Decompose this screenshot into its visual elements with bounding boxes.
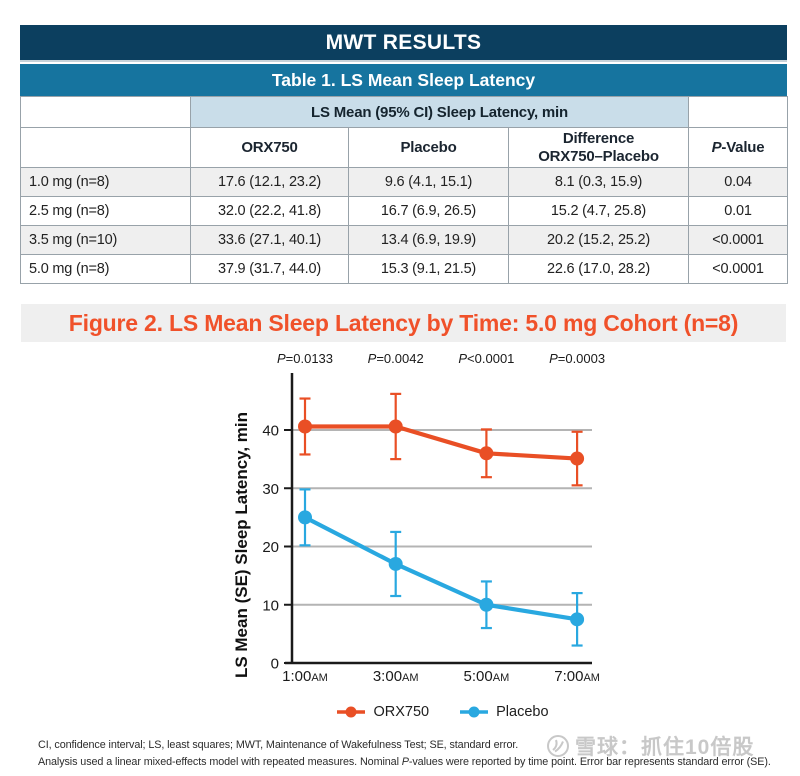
table-cell: 22.6 (17.0, 28.2) [508, 254, 689, 284]
svg-text:30: 30 [262, 481, 279, 498]
footnotes: CI, confidence interval; LS, least squar… [38, 737, 783, 770]
header-banner: MWT RESULTS [20, 25, 787, 62]
svg-text:P<0.0001: P<0.0001 [458, 351, 514, 366]
svg-text:20: 20 [262, 539, 279, 556]
svg-text:1:00AM: 1:00AM [282, 668, 328, 685]
footnote-line2: Analysis used a linear mixed-effects mod… [38, 755, 771, 768]
table-cell: 20.2 (15.2, 25.2) [508, 225, 689, 255]
sleep-latency-line-chart: 0 10 20 30 40 LS Mean (SE) Sleep Latency, min… [232, 351, 605, 685]
svg-text:LS Mean (SE) Sleep Latency, mi: LS Mean (SE) Sleep Latency, min [232, 412, 251, 678]
table-cell: 15.3 (9.1, 21.5) [348, 254, 509, 284]
legend-line-marker-icon [337, 706, 366, 718]
table-row: 1.0 mg (n=8) 17.6 (12.1, 23.2) 9.6 (4.1, 1… [20, 167, 788, 197]
table-body: 1.0 mg (n=8) 17.6 (12.1, 23.2) 9.6 (4.1, 1… [20, 167, 788, 284]
legend-label: Placebo [496, 704, 549, 720]
table-cell: 15.2 (4.7, 25.8) [508, 196, 689, 226]
figure-title-bar: Figure 2. LS Mean Sleep Latency by Time:… [21, 304, 786, 342]
svg-text:P=0.0003: P=0.0003 [549, 351, 605, 366]
svg-text:5:00AM: 5:00AM [464, 668, 510, 685]
column-header-pvalue: P-Value [688, 127, 788, 168]
table-cell: 16.7 (6.9, 26.5) [348, 196, 509, 226]
svg-text:P=0.0042: P=0.0042 [368, 351, 424, 366]
table-cell: 8.1 (0.3, 15.9) [508, 167, 689, 197]
empty-cell [688, 96, 788, 128]
svg-text:40: 40 [262, 423, 279, 440]
table-cell: <0.0001 [688, 225, 788, 255]
legend-item-placebo: Placebo [459, 704, 549, 720]
table-cell: 0.01 [688, 196, 788, 226]
table-cell: 33.6 (27.1, 40.1) [190, 225, 349, 255]
table-cell: 0.04 [688, 167, 788, 197]
table-row: 5.0 mg (n=8) 37.9 (31.7, 44.0) 15.3 (9.1, … [20, 254, 788, 284]
header-title: MWT RESULTS [325, 30, 482, 54]
table-cell: 9.6 (4.1, 15.1) [348, 167, 509, 197]
column-header-empty [20, 127, 191, 168]
table-cell: 13.4 (6.9, 19.9) [348, 225, 509, 255]
span-header-cell: LS Mean (95% CI) Sleep Latency, min [190, 96, 689, 128]
table-cell: 1.0 mg (n=8) [20, 167, 191, 197]
table-cell: <0.0001 [688, 254, 788, 284]
table-title-bar: Table 1. LS Mean Sleep Latency [20, 64, 787, 96]
svg-text:0: 0 [271, 656, 279, 673]
table-cell: 3.5 mg (n=10) [20, 225, 191, 255]
figure-title: Figure 2. LS Mean Sleep Latency by Time:… [68, 309, 739, 336]
table-cell: 37.9 (31.7, 44.0) [190, 254, 349, 284]
table-span-header-row: LS Mean (95% CI) Sleep Latency, min [20, 96, 788, 128]
svg-text:7:00AM: 7:00AM [554, 668, 600, 685]
table-cell: 17.6 (12.1, 23.2) [190, 167, 349, 197]
column-header-placebo: Placebo [348, 127, 509, 168]
chart-legend: ORX750 Placebo [0, 702, 800, 722]
legend-item-orx750: ORX750 [336, 704, 429, 720]
table-cell: 32.0 (22.2, 41.8) [190, 196, 349, 226]
legend-label: ORX750 [373, 704, 430, 720]
table-cell: 5.0 mg (n=8) [20, 254, 191, 284]
table-cell: 2.5 mg (n=8) [20, 196, 191, 226]
column-header-difference: Difference ORX750–Placebo [508, 127, 689, 168]
footnote-line1: CI, confidence interval; LS, least squar… [38, 739, 519, 751]
svg-text:3:00AM: 3:00AM [373, 668, 419, 685]
results-table: LS Mean (95% CI) Sleep Latency, min ORX7… [20, 96, 788, 284]
table-title: Table 1. LS Mean Sleep Latency [271, 69, 536, 90]
table-row: 3.5 mg (n=10) 33.6 (27.1, 40.1) 13.4 (6.9,… [20, 225, 788, 255]
svg-text:P=0.0133: P=0.0133 [277, 351, 333, 366]
svg-text:10: 10 [262, 597, 279, 614]
table-row: 2.5 mg (n=8) 32.0 (22.2, 41.8) 16.7 (6.9, … [20, 196, 788, 226]
column-header-orx750: ORX750 [190, 127, 349, 168]
legend-line-marker-icon [460, 706, 489, 718]
empty-cell [20, 96, 191, 128]
table-column-header-row: ORX750 Placebo Difference ORX750–Placebo… [20, 127, 788, 168]
